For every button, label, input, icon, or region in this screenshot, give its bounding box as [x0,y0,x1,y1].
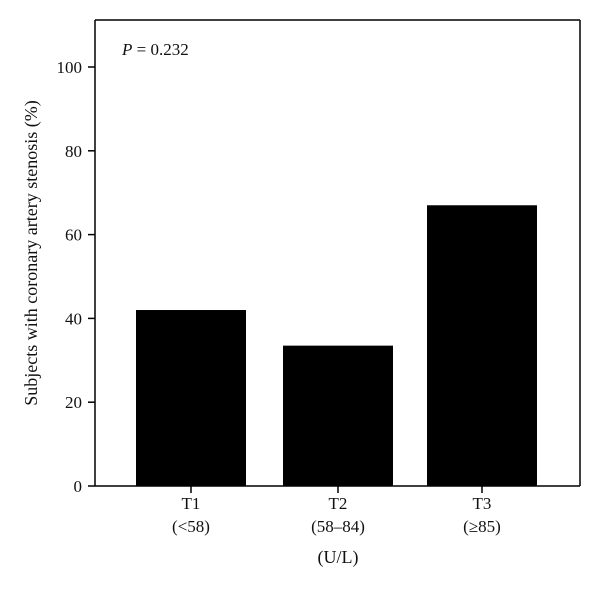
bars [136,205,537,486]
x-category-label: T1 [182,494,201,513]
bar-t1 [136,310,246,486]
y-ticks: 0 20 40 60 80 100 [57,58,95,496]
bar-t2 [283,345,393,486]
x-category-label: T3 [473,494,492,513]
x-category-sublabel: (<58) [172,517,210,536]
x-category-sublabel: (58–84) [311,517,365,536]
y-tick-label: 40 [65,309,82,328]
y-tick-label: 60 [65,226,82,245]
x-category-sublabel: (≥85) [463,517,501,536]
x-category-label: T2 [329,494,348,513]
p-value-annotation: P = 0.232 [121,40,189,59]
y-tick-label: 80 [65,142,82,161]
y-tick-label: 0 [74,477,83,496]
p-value-label: P [121,40,132,59]
y-axis-title: Subjects with coronary artery stenosis (… [21,100,42,405]
y-tick-label: 20 [65,393,82,412]
y-tick-label: 100 [57,58,83,77]
x-axis-title: (U/L) [318,547,359,568]
x-labels: T1 (<58) T2 (58–84) T3 (≥85) [172,486,501,536]
p-value-text: = 0.232 [132,40,188,59]
bar-t3 [427,205,537,486]
